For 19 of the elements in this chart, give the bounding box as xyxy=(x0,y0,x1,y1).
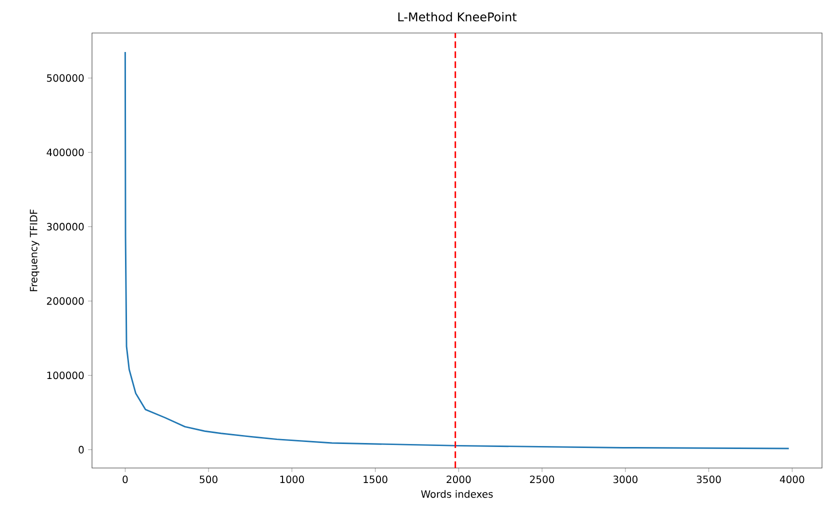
x-tick-label: 3500 xyxy=(696,476,721,484)
y-tick-label: 200000 xyxy=(46,297,84,305)
chart-title: L-Method KneePoint xyxy=(398,12,517,22)
y-tick-label: 500000 xyxy=(47,74,84,82)
x-tick-label: 0 xyxy=(122,476,128,484)
x-tick-label: 4000 xyxy=(780,476,804,484)
y-tick-label: 300000 xyxy=(46,222,84,230)
x-tick-label: 500 xyxy=(200,476,218,484)
x-axis-title: Words indexes xyxy=(421,490,493,498)
line-series xyxy=(124,51,790,450)
x-tick-label: 1000 xyxy=(280,476,304,484)
y-tick-label: 400000 xyxy=(46,148,84,156)
x-tick-label: 3000 xyxy=(613,476,638,484)
y-axis-title: Frequency TFIDF xyxy=(30,210,40,292)
x-tick-label: 2000 xyxy=(446,476,471,484)
y-tick-label: 100000 xyxy=(47,372,84,380)
y-tick-label: 0 xyxy=(78,446,84,454)
x-tick-label: 2500 xyxy=(530,476,554,484)
x-tick-label: 1500 xyxy=(364,476,388,484)
